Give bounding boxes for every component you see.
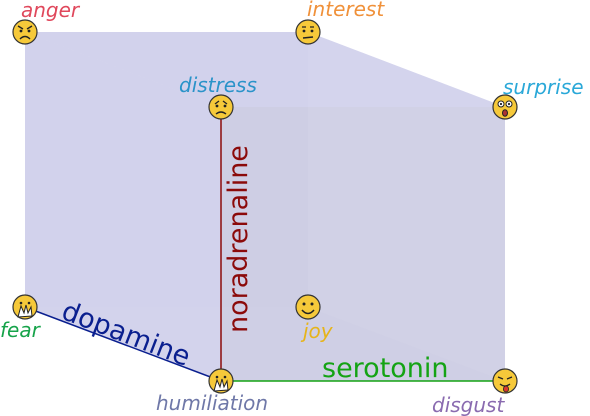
cube	[25, 32, 505, 381]
disgust-label: disgust	[432, 393, 505, 416]
disgust-face-icon	[492, 368, 518, 394]
humiliation-label: humiliation	[156, 391, 268, 415]
distress-label: distress	[179, 73, 257, 97]
anger-label: anger	[21, 0, 81, 22]
fear-face-icon	[12, 294, 38, 320]
serotonin-axis-label: serotonin	[322, 353, 449, 384]
anger-face-icon	[12, 19, 38, 45]
distress-face-icon	[208, 94, 234, 120]
cube-front-face	[221, 107, 505, 381]
joy-label: joy	[300, 319, 334, 343]
fear-label: fear	[0, 318, 42, 342]
cube-top-face	[25, 32, 505, 107]
dopamine-axis-line	[24, 306, 222, 382]
surprise-face-icon	[492, 94, 518, 120]
cube-left-face	[25, 32, 221, 381]
surprise-label: surprise	[503, 75, 584, 99]
noradrenaline-axis-label: noradrenaline	[223, 145, 254, 333]
interest-label: interest	[307, 0, 385, 21]
interest-face-icon	[295, 19, 321, 45]
joy-face-icon	[295, 294, 321, 320]
humiliation-face-icon	[208, 368, 234, 394]
